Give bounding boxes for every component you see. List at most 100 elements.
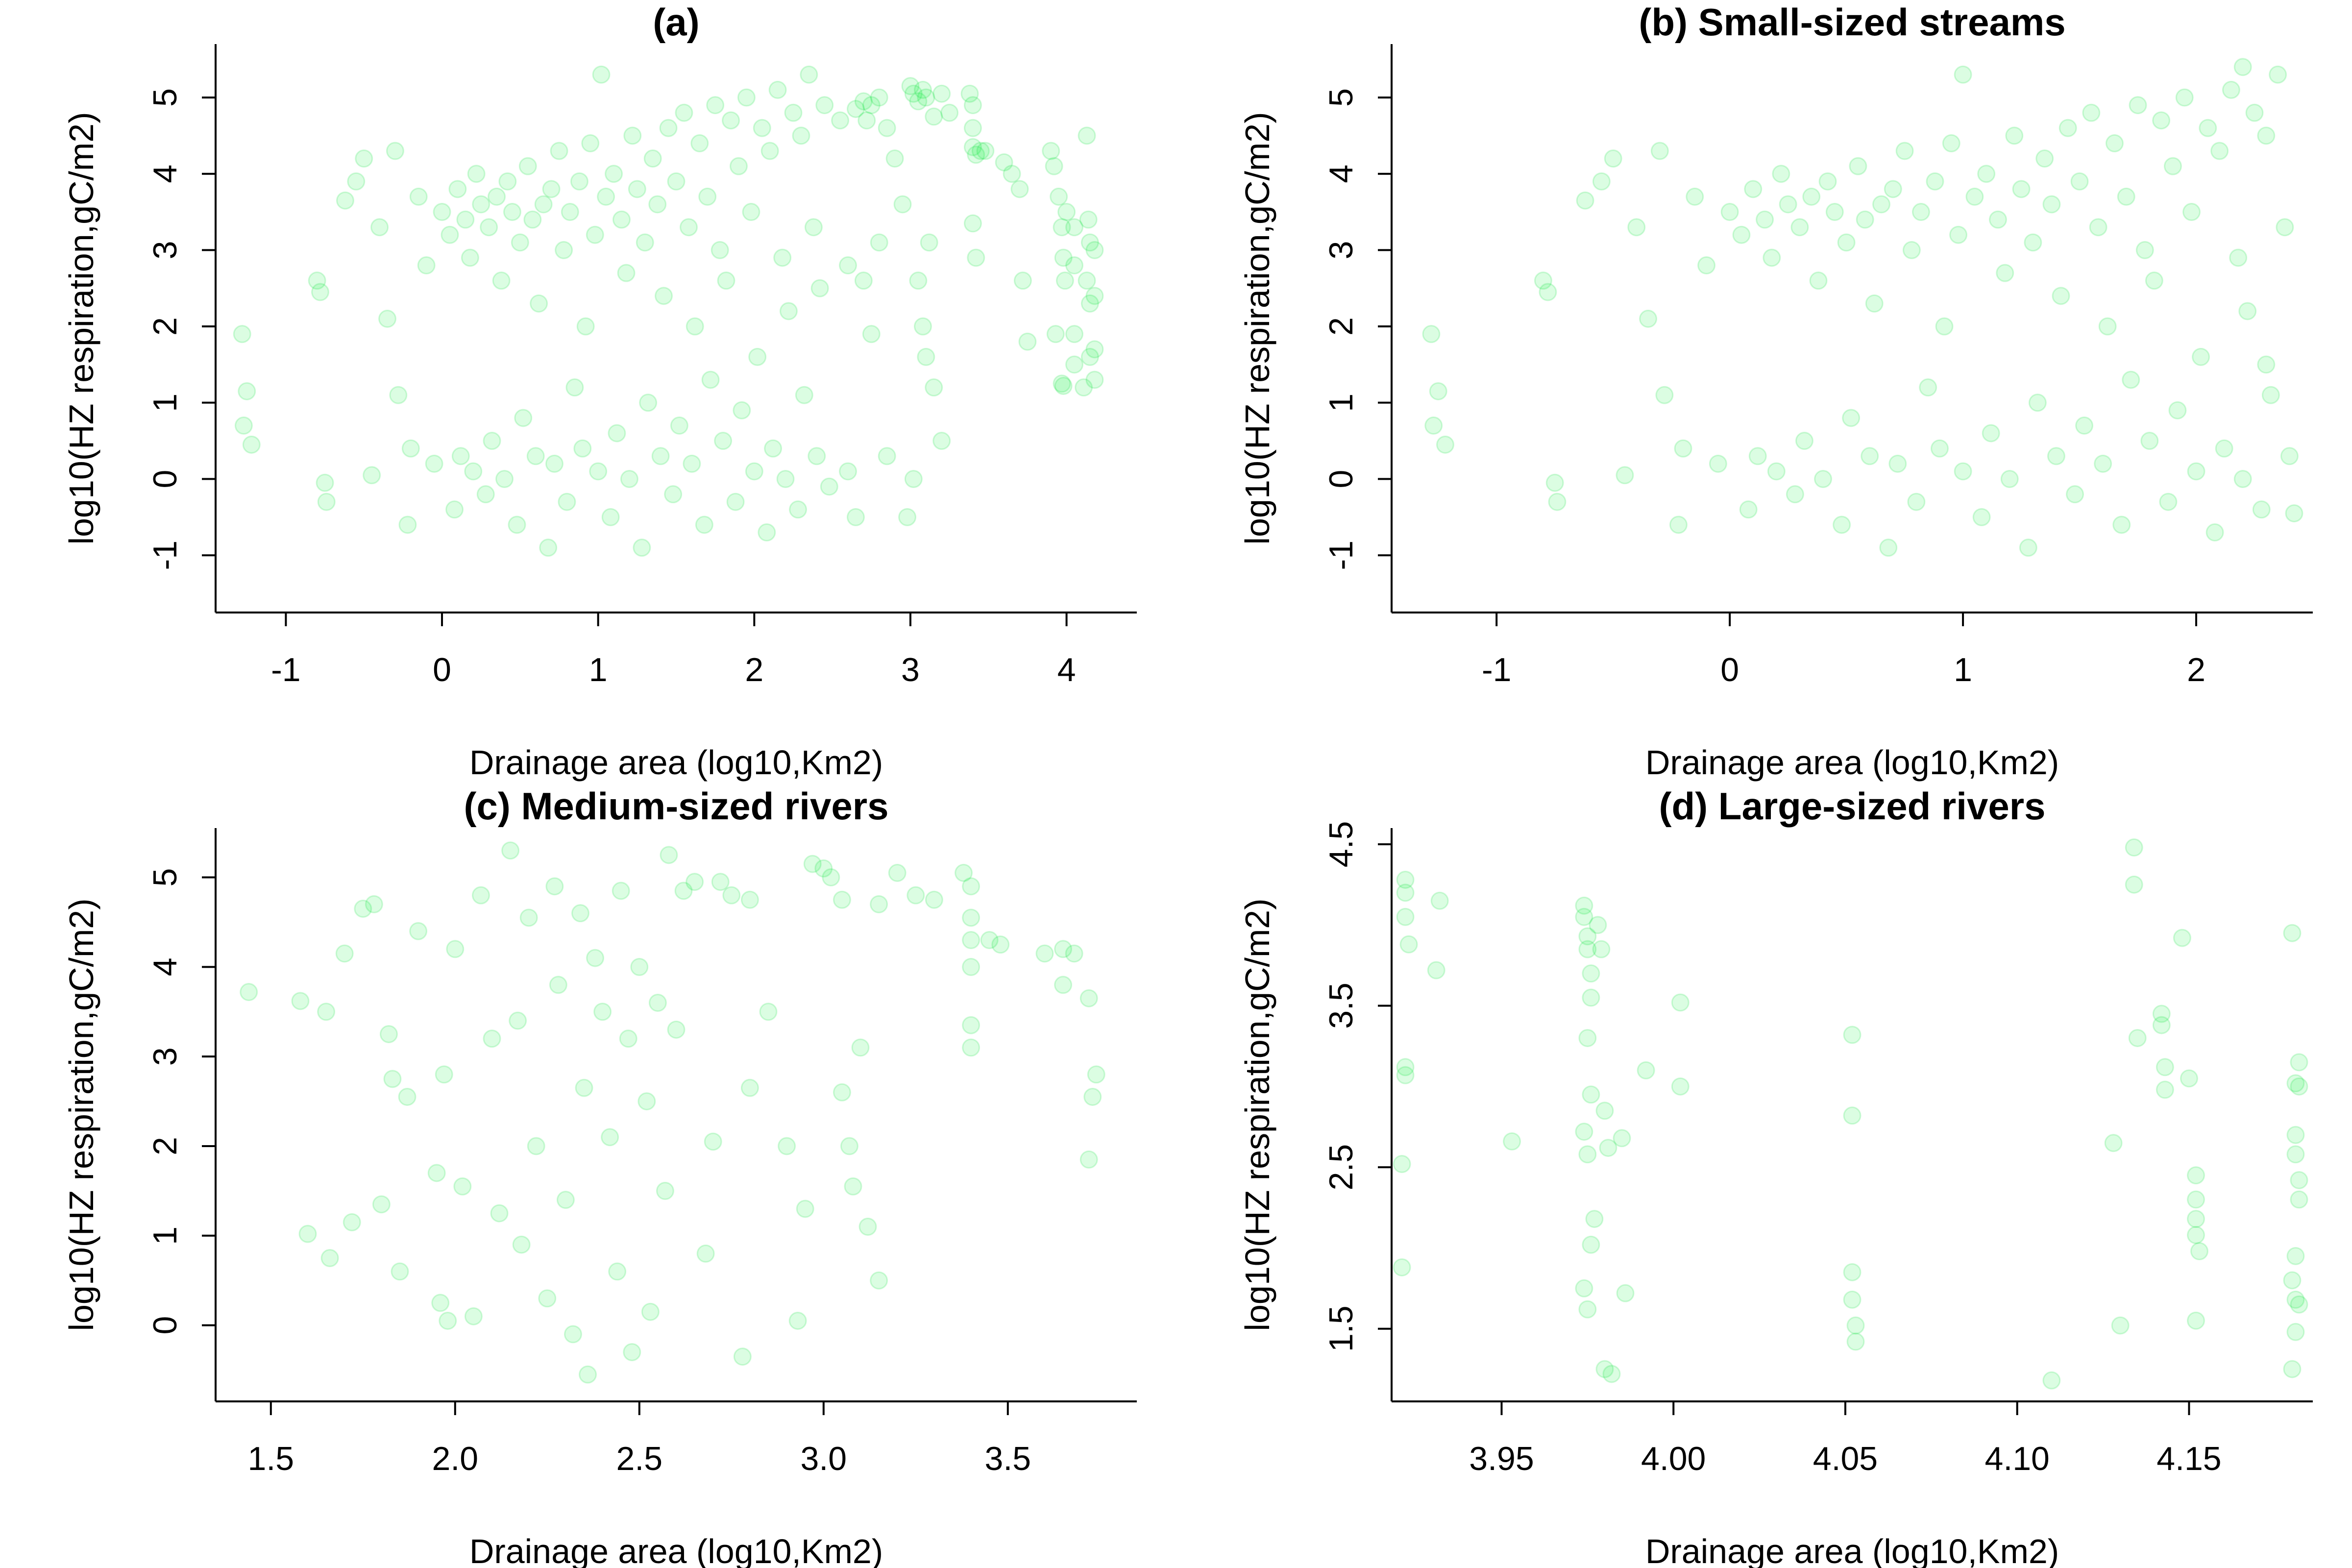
data-point xyxy=(1846,1332,1865,1351)
data-point xyxy=(2075,416,2094,435)
data-point xyxy=(2094,454,2112,473)
data-point xyxy=(1833,515,1851,534)
data-point xyxy=(1545,473,1564,492)
data-point xyxy=(917,88,935,107)
data-point xyxy=(733,1348,752,1366)
data-point xyxy=(1748,447,1767,466)
data-point xyxy=(441,225,459,244)
data-point xyxy=(2156,1058,2174,1077)
data-point xyxy=(1627,218,1646,237)
y-tick-label: 4.5 xyxy=(1323,821,1360,868)
chart-title: (d) Large-sized rivers xyxy=(1659,784,2046,828)
x-tick-label: 1 xyxy=(1954,651,1972,688)
data-point xyxy=(565,378,584,397)
data-point xyxy=(365,895,383,913)
data-point xyxy=(1085,340,1104,359)
data-point xyxy=(433,203,451,221)
data-point xyxy=(2035,149,2054,168)
data-point xyxy=(451,447,470,466)
data-point xyxy=(633,539,651,557)
data-point xyxy=(920,233,938,252)
data-point xyxy=(878,447,896,466)
data-point xyxy=(1578,940,1597,958)
y-tick-label: 1.5 xyxy=(1323,1305,1360,1352)
data-point xyxy=(704,1132,722,1151)
data-point xyxy=(2186,1210,2205,1228)
data-point xyxy=(2285,504,2303,523)
data-point xyxy=(2286,1323,2305,1341)
y-tick-label: 5 xyxy=(147,868,184,887)
data-point xyxy=(398,1087,416,1106)
data-point xyxy=(2286,1145,2305,1164)
data-point xyxy=(564,1325,582,1344)
data-point xyxy=(2145,271,2163,290)
data-point xyxy=(962,931,980,950)
data-point xyxy=(453,1177,472,1196)
data-point xyxy=(804,218,823,237)
data-point xyxy=(788,1311,807,1330)
data-point xyxy=(1613,1129,1631,1148)
data-point xyxy=(2276,218,2294,237)
data-point xyxy=(1756,210,1774,229)
data-point xyxy=(2205,523,2224,542)
data-point xyxy=(1604,149,1622,168)
data-point xyxy=(1576,191,1594,210)
data-point xyxy=(2042,195,2061,214)
y-tick-label: 3 xyxy=(147,241,184,259)
x-tick-label: 3.95 xyxy=(1469,1440,1534,1477)
data-point xyxy=(932,84,951,103)
data-point xyxy=(512,1235,531,1254)
x-tick-label: 2.5 xyxy=(616,1440,663,1477)
data-point xyxy=(1582,1085,1600,1104)
x-tick-label: 4.10 xyxy=(1985,1440,2050,1477)
data-point xyxy=(623,126,642,145)
data-point xyxy=(1732,225,1751,244)
data-point xyxy=(1548,492,1567,511)
data-point xyxy=(1814,470,1833,489)
data-point xyxy=(2190,1242,2209,1260)
data-point xyxy=(1674,439,1692,458)
data-point xyxy=(2290,1077,2308,1096)
data-point xyxy=(641,1302,660,1321)
data-point xyxy=(534,195,553,214)
x-tick-label: 3 xyxy=(901,651,920,688)
data-point xyxy=(885,149,904,168)
data-point xyxy=(1592,940,1611,958)
data-point xyxy=(1669,515,1688,534)
data-point xyxy=(833,890,851,909)
data-point xyxy=(722,886,741,905)
data-point xyxy=(846,99,865,118)
data-point xyxy=(1779,195,1797,214)
data-point xyxy=(490,1204,509,1223)
data-point xyxy=(1053,374,1071,393)
chart-title: (b) Small-sized streams xyxy=(1639,0,2065,44)
data-point xyxy=(656,1181,674,1200)
data-point xyxy=(2186,1311,2205,1330)
x-tick-label: 0 xyxy=(433,651,451,688)
y-tick-label: 5 xyxy=(1323,88,1360,107)
data-point xyxy=(343,1213,361,1231)
data-point xyxy=(1080,347,1099,366)
data-point xyxy=(759,1003,778,1021)
data-point xyxy=(601,508,620,526)
data-point xyxy=(893,195,912,214)
data-point xyxy=(2159,492,2178,511)
data-point xyxy=(2222,80,2240,99)
data-point xyxy=(2152,1004,2171,1023)
data-point xyxy=(1396,1066,1415,1084)
data-point xyxy=(792,126,810,145)
x-tick-label: 3.5 xyxy=(985,1440,1031,1477)
scatter-points xyxy=(233,65,1104,557)
data-point xyxy=(379,1025,398,1043)
data-point xyxy=(1079,989,1098,1007)
data-point xyxy=(1582,964,1600,983)
data-point xyxy=(764,439,783,458)
data-point xyxy=(698,187,717,206)
data-point xyxy=(539,539,558,557)
data-point xyxy=(901,77,920,96)
data-point xyxy=(549,976,567,994)
data-point xyxy=(925,378,943,397)
data-point xyxy=(570,172,588,191)
data-point xyxy=(706,96,725,115)
data-point xyxy=(530,294,548,313)
